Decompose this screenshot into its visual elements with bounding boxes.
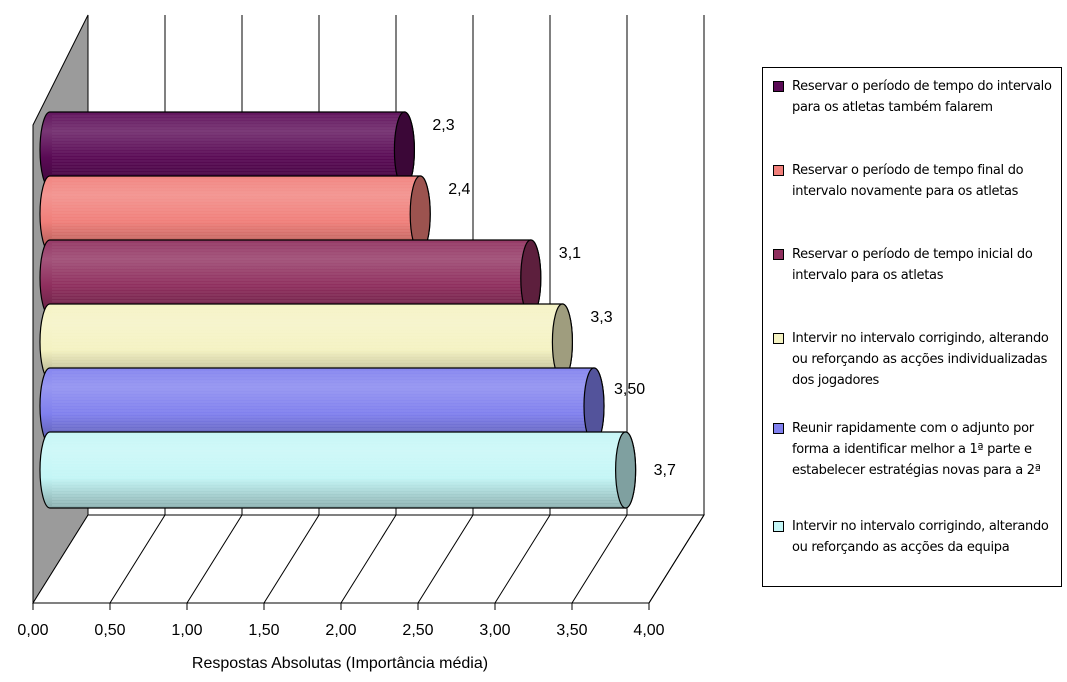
legend-item: Intervir no intervalo corrigindo, altera… xyxy=(773,516,1063,558)
data-labels: 2,3 2,4 3,1 3,3 3,50 3,7 xyxy=(432,117,676,479)
legend-label: Reservar o período de tempo do intervalo… xyxy=(792,79,1052,115)
legend-label: Intervir no intervalo corrigindo, altera… xyxy=(792,331,1049,388)
x-tick-labels: 0,00 0,50 1,00 1,50 2,00 2,50 3,00 3,50 4,00 xyxy=(17,622,664,639)
x-axis-label: Respostas Absolutas (Importância média) xyxy=(192,655,488,672)
legend-item: Reservar o período de tempo inicial do i… xyxy=(773,244,1063,286)
data-label: 3,7 xyxy=(654,462,676,479)
legend-swatch xyxy=(773,333,784,344)
x-tick-label: 4,00 xyxy=(633,622,664,639)
legend-label: Reservar o período de tempo inicial do i… xyxy=(792,247,1033,283)
legend-swatch xyxy=(773,423,784,434)
floor-gridline xyxy=(571,514,628,604)
x-tick-label: 3,00 xyxy=(479,622,510,639)
data-label: 2,3 xyxy=(432,117,454,134)
floor-gridline xyxy=(648,514,705,604)
x-tick-label: 2,00 xyxy=(325,622,356,639)
x-tick-label: 0,50 xyxy=(94,622,125,639)
data-label: 2,4 xyxy=(448,181,470,198)
x-tick-label: 3,50 xyxy=(556,622,587,639)
legend-item: Reservar o período de tempo do intervalo… xyxy=(773,76,1063,118)
bar-6 xyxy=(39,431,637,509)
floor-gridline xyxy=(494,514,551,604)
x-tick-label: 2,50 xyxy=(402,622,433,639)
floor-gridline xyxy=(417,514,474,604)
legend-label: Reservar o período de tempo final do int… xyxy=(792,163,1024,199)
x-tick-label: 0,00 xyxy=(17,622,48,639)
legend-label: Intervir no intervalo corrigindo, altera… xyxy=(792,519,1049,555)
bar-body xyxy=(39,431,637,509)
floor-gridline xyxy=(186,514,243,604)
data-label: 3,50 xyxy=(614,381,645,398)
legend-swatch xyxy=(773,81,784,92)
x-tick-label: 1,00 xyxy=(171,622,202,639)
legend-item: Reservar o período de tempo final do int… xyxy=(773,160,1063,202)
data-label: 3,1 xyxy=(559,245,581,262)
bar-1 xyxy=(39,111,415,189)
bar-cap xyxy=(614,431,637,509)
legend-item: Reunir rapidamente com o adjunto por for… xyxy=(773,418,1063,481)
legend-swatch xyxy=(773,165,784,176)
x-tick-label: 1,50 xyxy=(248,622,279,639)
legend-item: Intervir no intervalo corrigindo, altera… xyxy=(773,328,1063,391)
data-label: 3,3 xyxy=(590,309,612,326)
floor-gridline xyxy=(340,514,397,604)
bar-3 xyxy=(39,239,542,317)
floor-gridline xyxy=(263,514,320,604)
bar-chart: 2,3 2,4 3,1 3,3 3,50 3,7 0,00 0,50 1,00 1,50 2,00… xyxy=(17,14,705,672)
legend: Reservar o período de tempo do intervalo… xyxy=(762,67,1062,587)
legend-swatch xyxy=(773,249,784,260)
legend-swatch xyxy=(773,521,784,532)
bar-2 xyxy=(39,175,431,253)
bars xyxy=(39,111,637,509)
legend-label: Reunir rapidamente com o adjunto por for… xyxy=(792,421,1041,478)
floor-gridline xyxy=(109,514,166,604)
